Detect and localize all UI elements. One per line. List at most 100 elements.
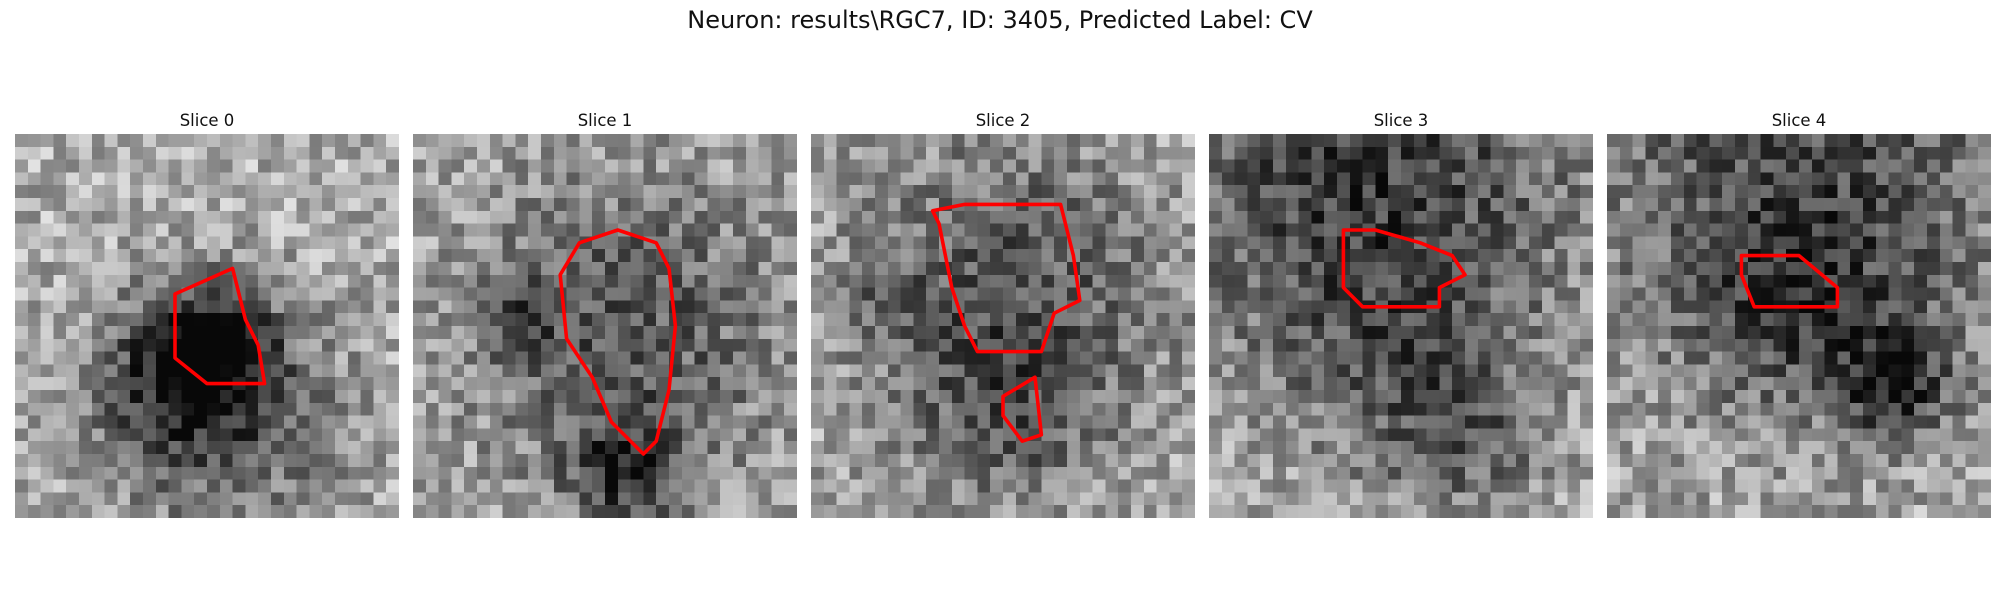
pixel xyxy=(117,300,131,314)
pixel xyxy=(1362,492,1376,506)
pixel xyxy=(1722,287,1736,301)
pixel xyxy=(836,505,850,518)
pixel xyxy=(1567,185,1581,199)
pixel xyxy=(271,134,285,148)
pixel xyxy=(1978,351,1991,365)
pixel xyxy=(1607,159,1621,173)
pixel xyxy=(1747,146,1761,160)
pixel xyxy=(1247,300,1261,314)
pixel xyxy=(681,262,695,276)
pixel xyxy=(1541,364,1555,378)
pixel xyxy=(1221,428,1235,442)
pixel xyxy=(887,466,901,480)
pixel xyxy=(1477,390,1491,404)
pixel xyxy=(502,466,516,480)
pixel xyxy=(1516,454,1530,468)
pixel xyxy=(862,287,876,301)
pixel xyxy=(1209,402,1223,416)
pixel xyxy=(875,146,889,160)
pixel xyxy=(27,338,41,352)
pixel xyxy=(1156,454,1170,468)
pixel xyxy=(1490,313,1504,327)
pixel xyxy=(386,159,399,173)
pixel xyxy=(617,415,631,429)
pixel xyxy=(1683,338,1697,352)
pixel xyxy=(1965,351,1979,365)
pixel xyxy=(425,249,439,263)
pixel xyxy=(887,479,901,493)
pixel xyxy=(347,428,361,442)
pixel xyxy=(836,262,850,276)
pixel xyxy=(15,210,29,224)
pixel xyxy=(1786,351,1800,365)
pixel xyxy=(758,313,772,327)
pixel xyxy=(977,300,991,314)
pixel xyxy=(296,172,310,186)
pixel xyxy=(1426,338,1440,352)
pixel xyxy=(207,249,221,263)
pixel xyxy=(926,364,940,378)
pixel xyxy=(130,287,144,301)
pixel xyxy=(1747,390,1761,404)
pixel xyxy=(1221,402,1235,416)
pixel xyxy=(1375,441,1389,455)
pixel xyxy=(1658,198,1672,212)
pixel xyxy=(40,402,54,416)
pixel xyxy=(155,236,169,250)
pixel xyxy=(53,146,67,160)
pixel xyxy=(1965,262,1979,276)
pixel xyxy=(1658,466,1672,480)
pixel xyxy=(1105,300,1119,314)
pixel xyxy=(528,172,542,186)
pixel xyxy=(1978,300,1991,314)
pixel xyxy=(1426,262,1440,276)
pixel xyxy=(194,223,208,237)
pixel xyxy=(464,236,478,250)
pixel xyxy=(181,505,195,518)
pixel xyxy=(1696,402,1710,416)
pixel xyxy=(1477,402,1491,416)
pixel xyxy=(1118,492,1132,506)
pixel xyxy=(232,428,246,442)
pixel xyxy=(745,351,759,365)
pixel xyxy=(1182,377,1195,391)
pixel xyxy=(1671,172,1685,186)
pixel xyxy=(271,492,285,506)
pixel xyxy=(271,287,285,301)
pixel xyxy=(964,300,978,314)
pixel xyxy=(990,134,1004,148)
pixel xyxy=(1952,402,1966,416)
pixel xyxy=(1349,364,1363,378)
pixel xyxy=(309,390,323,404)
pixel xyxy=(1939,159,1953,173)
pixel xyxy=(1324,274,1338,288)
pixel xyxy=(1850,313,1864,327)
pixel xyxy=(451,351,465,365)
pixel xyxy=(1837,313,1851,327)
pixel xyxy=(1516,134,1530,148)
pixel xyxy=(669,223,683,237)
pixel xyxy=(27,300,41,314)
pixel xyxy=(1273,454,1287,468)
pixel xyxy=(784,210,797,224)
pixel xyxy=(477,441,491,455)
pixel xyxy=(425,415,439,429)
pixel xyxy=(926,338,940,352)
pixel xyxy=(1619,454,1633,468)
pixel xyxy=(515,146,529,160)
pixel xyxy=(1965,390,1979,404)
pixel xyxy=(1221,364,1235,378)
pixel xyxy=(643,364,657,378)
pixel xyxy=(592,364,606,378)
pixel xyxy=(1914,313,1928,327)
pixel xyxy=(1105,338,1119,352)
pixel xyxy=(1465,428,1479,442)
pixel xyxy=(566,172,580,186)
pixel xyxy=(1607,313,1621,327)
pixel xyxy=(592,287,606,301)
pixel xyxy=(1477,479,1491,493)
pixel xyxy=(283,326,297,340)
pixel xyxy=(758,454,772,468)
pixel xyxy=(1143,364,1157,378)
pixel xyxy=(1709,351,1723,365)
